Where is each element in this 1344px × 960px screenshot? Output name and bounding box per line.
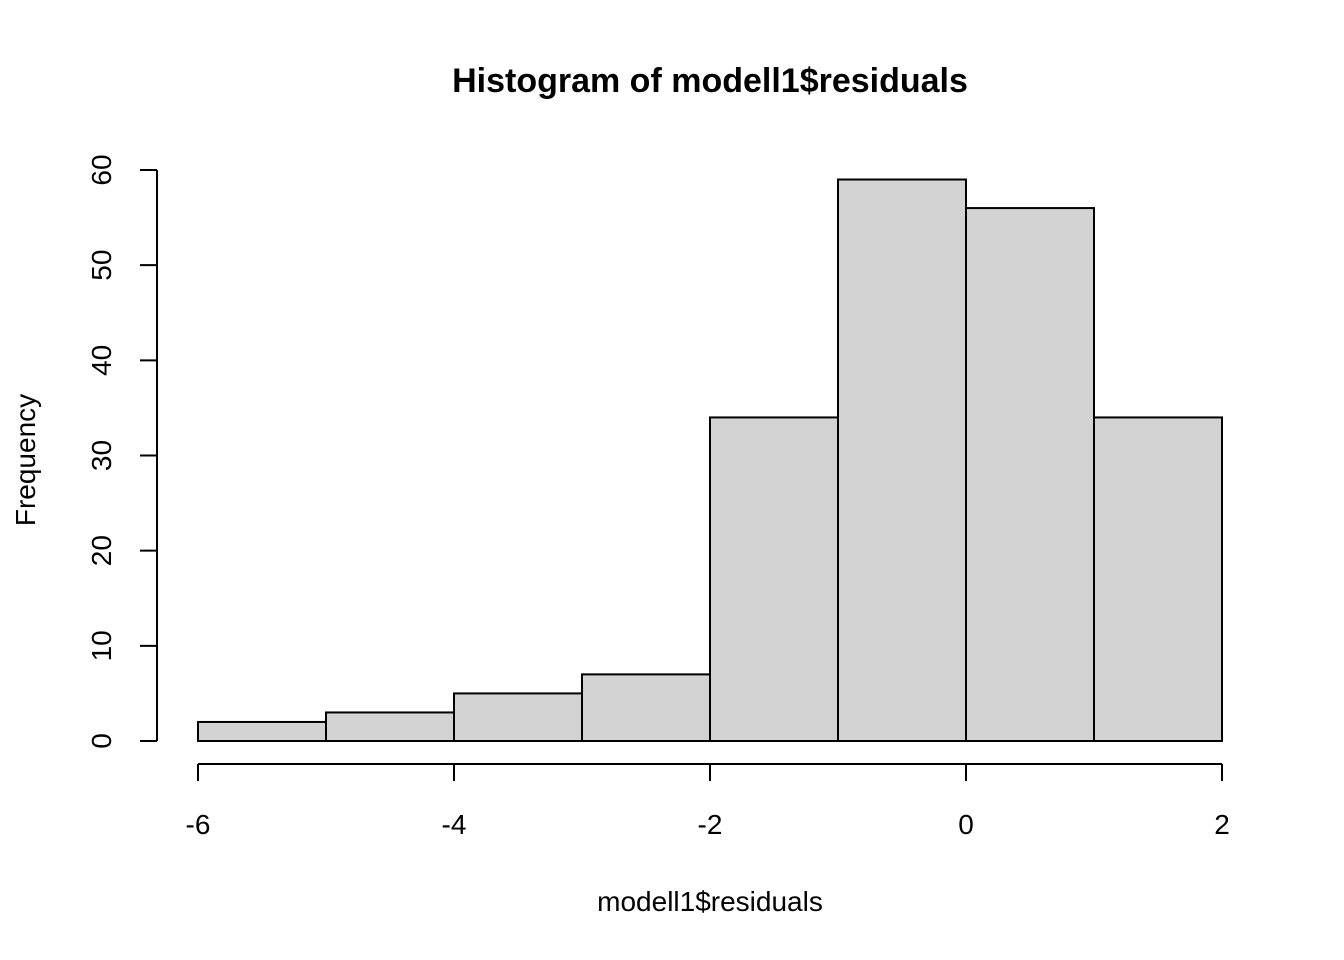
x-tick-label-0: 0 [958, 809, 974, 840]
y-tick-label-30: 30 [86, 440, 117, 471]
histogram-bar-1 [325, 711, 455, 743]
y-tick-label-50: 50 [86, 250, 117, 281]
histogram-bar-7 [1093, 416, 1223, 742]
y-axis-label: Frequency [10, 394, 41, 526]
histogram-bar-5 [837, 178, 967, 742]
x-tick-label--2: -2 [698, 809, 723, 840]
y-tick-label-20: 20 [86, 535, 117, 566]
histogram-bar-3 [581, 673, 711, 743]
y-tick-label-10: 10 [86, 630, 117, 661]
histogram-bar-4 [709, 416, 839, 742]
y-tick-label-60: 60 [86, 154, 117, 185]
x-tick-label--6: -6 [186, 809, 211, 840]
x-axis-label: modell1$residuals [597, 886, 823, 917]
y-tick-label-40: 40 [86, 345, 117, 376]
bars-group [197, 178, 1223, 743]
x-tick-label--4: -4 [442, 809, 467, 840]
histogram-bar-0 [197, 720, 327, 743]
y-axis: 0 10 20 30 40 50 60 [86, 154, 158, 749]
histogram-bar-2 [453, 692, 583, 743]
chart-title: Histogram of modell1$residuals [452, 62, 968, 100]
y-tick-label-0: 0 [86, 733, 117, 749]
x-axis: -6 -4 -2 0 2 [186, 763, 1230, 840]
histogram-bar-6 [965, 207, 1095, 743]
x-tick-label-2: 2 [1214, 809, 1230, 840]
